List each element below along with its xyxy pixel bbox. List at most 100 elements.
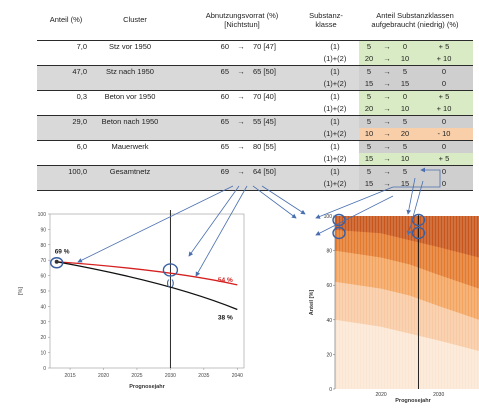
cluster-cell-empty xyxy=(87,128,173,141)
delta-cell: + 5 xyxy=(415,153,473,166)
delta-cell: 0 xyxy=(415,78,473,91)
arrow-cell: → xyxy=(379,178,395,191)
wear-from-cell: 65 xyxy=(173,140,229,153)
table-row: 6,0 Mauerwerk 65 → 80 [55] (1) 5 → 5 0 xyxy=(37,140,473,153)
wear-from-cell-empty xyxy=(173,153,229,166)
value-after-cell: 0 xyxy=(395,40,415,53)
delta-cell: + 5 xyxy=(415,90,473,103)
series-line-red xyxy=(56,261,238,286)
arrow-cell-empty xyxy=(229,128,253,141)
y-axis-label: Anteil [%] xyxy=(309,290,315,316)
y-tick-label: 60 xyxy=(326,283,332,289)
cluster-cell-empty xyxy=(87,153,173,166)
left-line-chart: 0 10 20 30 40 50 60 70 80 90 100 2015 2020 2025 2030 20… xyxy=(0,206,300,403)
highlight-circle-start xyxy=(49,257,64,269)
header-wear-line1: Abnutzungsvorrat (%) xyxy=(205,11,279,20)
wear-to-cell-empty xyxy=(253,103,311,116)
share-cell: 47,0 xyxy=(37,65,87,78)
table-row: (1)+(2) 15 → 15 0 xyxy=(37,178,473,191)
series-line-black xyxy=(56,261,238,311)
wear-from-cell: 60 xyxy=(173,90,229,103)
arrow-cell-empty xyxy=(229,53,253,66)
header-wear: Abnutzungsvorrat (%) [Nichtstun] xyxy=(192,11,292,29)
value-after-cell: 5 xyxy=(395,65,415,78)
table-row: (1)+(2) 20 → 10 + 10 xyxy=(37,53,473,66)
y-tick-label: 0 xyxy=(329,387,332,393)
wear-from-cell-empty xyxy=(173,178,229,191)
y-tick-label: 10 xyxy=(40,351,46,357)
wear-to-cell-empty xyxy=(253,78,311,91)
wear-from-cell: 60 xyxy=(173,40,229,53)
cluster-cell: Beton nach 1950 xyxy=(87,115,173,128)
table-row: 100,0 Gesamtnetz 69 → 64 [50] (1) 5 → 5 0 xyxy=(37,165,473,178)
table-row: 0,3 Beton vor 1950 60 → 70 [40] (1) 5 → 0 + 5 xyxy=(37,90,473,103)
share-cell: 7,0 xyxy=(37,40,87,53)
delta-cell: 0 xyxy=(415,115,473,128)
value-before-cell: 5 xyxy=(359,140,379,153)
cluster-cell-empty xyxy=(87,103,173,116)
share-cell: 100,0 xyxy=(37,165,87,178)
arrow-cell: → xyxy=(229,90,253,103)
value-before-cell: 15 xyxy=(359,78,379,91)
arrow-cell-empty xyxy=(229,178,253,191)
table-row: (1)+(2) 20 → 10 + 10 xyxy=(37,103,473,116)
share-cell: 0,3 xyxy=(37,90,87,103)
delta-cell: + 10 xyxy=(415,103,473,116)
plot-area xyxy=(49,213,245,369)
value-before-cell: 5 xyxy=(359,90,379,103)
share-cell: 29,0 xyxy=(37,115,87,128)
class-cell: (1)+(2) xyxy=(311,103,359,116)
delta-cell: + 10 xyxy=(415,53,473,66)
wear-to-cell-empty xyxy=(253,128,311,141)
class-cell: (1)+(2) xyxy=(311,153,359,166)
table-row: 47,0 Stz nach 1950 65 → 65 [50] (1) 5 → 5 0 xyxy=(37,65,473,78)
arrow-cell-empty xyxy=(229,103,253,116)
wear-to-cell: 70 [40] xyxy=(253,90,311,103)
wear-to-cell: 80 [55] xyxy=(253,140,311,153)
cluster-table: 7,0 Stz vor 1950 60 → 70 [47] (1) 5 → 0 + 5 (1)+(2… xyxy=(37,40,473,191)
value-after-cell: 0 xyxy=(395,90,415,103)
wear-to-cell: 70 [47] xyxy=(253,40,311,53)
arrow-cell-empty xyxy=(229,78,253,91)
header-consumed-line1: Anteil Substanzklassen xyxy=(376,11,454,20)
y-tick-label: 100 xyxy=(38,212,47,218)
value-before-cell: 20 xyxy=(359,53,379,66)
value-before-cell: 5 xyxy=(359,165,379,178)
wear-from-cell: 69 xyxy=(173,165,229,178)
black-end-label: 38 % xyxy=(218,314,233,321)
share-cell-empty xyxy=(37,153,87,166)
value-before-cell: 5 xyxy=(359,65,379,78)
x-tick-label: 2035 xyxy=(198,373,209,379)
y-tick-label: 0 xyxy=(43,366,46,372)
arrow-cell: → xyxy=(379,153,395,166)
right-area-chart: 0 20 40 60 80 100 2020 2030 Prognosejahr Anteil [… xyxy=(301,206,479,404)
arrow-cell: → xyxy=(379,103,395,116)
x-tick-label: 2015 xyxy=(65,373,76,379)
value-after-cell: 5 xyxy=(395,165,415,178)
wear-from-cell-empty xyxy=(173,78,229,91)
arrow-cell: → xyxy=(379,128,395,141)
class-cell: (1) xyxy=(311,165,359,178)
start-point xyxy=(54,259,59,264)
delta-cell: 0 xyxy=(415,65,473,78)
y-tick-label: 70 xyxy=(40,258,46,264)
cluster-cell-empty xyxy=(87,78,173,91)
delta-cell: 0 xyxy=(415,165,473,178)
value-before-cell: 15 xyxy=(359,153,379,166)
class-cell: (1)+(2) xyxy=(311,128,359,141)
class-cell: (1) xyxy=(311,90,359,103)
arrow-cell: → xyxy=(229,65,253,78)
class-cell: (1) xyxy=(311,115,359,128)
table-row: (1)+(2) 15 → 10 + 5 xyxy=(37,153,473,166)
table-row: 7,0 Stz vor 1950 60 → 70 [47] (1) 5 → 0 + 5 xyxy=(37,40,473,53)
arrow-cell: → xyxy=(379,53,395,66)
red-end-label: 54 % xyxy=(218,277,233,284)
y-tick-label: 80 xyxy=(326,249,332,255)
table-row: 29,0 Beton nach 1950 65 → 55 [45] (1) 5 → 5 0 xyxy=(37,115,473,128)
cluster-cell-empty xyxy=(87,53,173,66)
class-cell: (1) xyxy=(311,65,359,78)
x-tick-label: 2040 xyxy=(232,373,243,379)
arrow-cell: → xyxy=(379,115,395,128)
